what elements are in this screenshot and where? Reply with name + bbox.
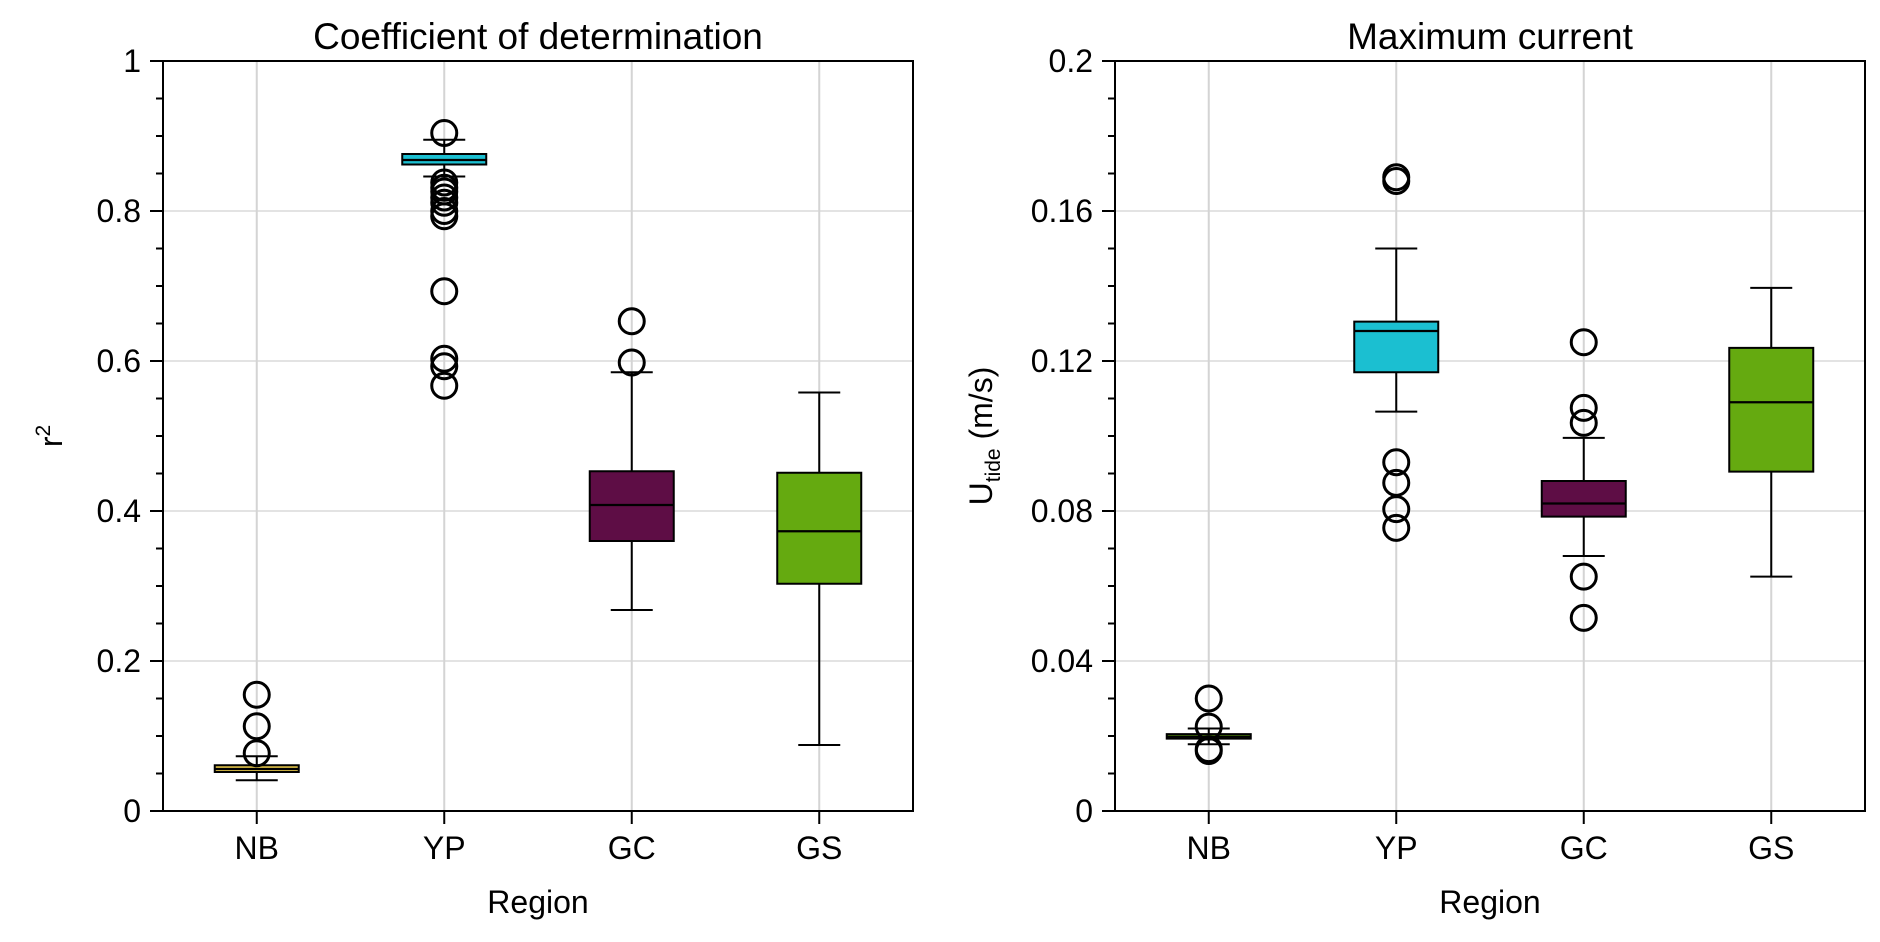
box-iqr bbox=[1540, 480, 1627, 518]
y-tick-label: 0.04 bbox=[1031, 643, 1093, 679]
x-tick-label-gs: GS bbox=[1748, 830, 1794, 866]
outlier-point bbox=[1382, 495, 1411, 524]
plot-frame bbox=[1114, 60, 1866, 812]
outlier-point bbox=[1382, 513, 1411, 542]
outlier-point bbox=[242, 739, 271, 768]
outlier-point bbox=[1194, 684, 1223, 713]
outlier-point bbox=[430, 119, 459, 147]
box-yp bbox=[1353, 163, 1440, 542]
outlier-point bbox=[430, 202, 459, 231]
y-axis-label-units: (m/s) bbox=[963, 367, 999, 449]
box-iqr bbox=[1728, 346, 1815, 473]
x-axis-label: Region bbox=[1439, 884, 1540, 920]
y-tick-label: 0.08 bbox=[1031, 493, 1093, 529]
outlier-point bbox=[1569, 328, 1598, 357]
box-nb bbox=[213, 680, 300, 782]
box-gs bbox=[1728, 286, 1815, 578]
x-tick-label-yp: YP bbox=[1375, 830, 1418, 866]
y-tick-label: 0.6 bbox=[97, 343, 141, 379]
box-gc bbox=[588, 307, 675, 611]
outlier-point bbox=[1194, 737, 1223, 765]
outlier-point bbox=[617, 348, 646, 377]
y-axis-label-main: U bbox=[963, 482, 999, 505]
y-tick-label: 0 bbox=[123, 793, 141, 829]
box-gs bbox=[776, 391, 863, 746]
outlier-point bbox=[242, 712, 271, 741]
outlier-point bbox=[1569, 393, 1598, 422]
max-current-boxplot-panel: 0 0.04 0.08 0.12 0.16 0.2 NB YP GC GS Maximum curr… bbox=[963, 16, 1866, 920]
y-tick-label: 0.4 bbox=[97, 493, 141, 529]
box-nb bbox=[1165, 684, 1252, 765]
y-tick-label: 0 bbox=[1075, 793, 1093, 829]
box-gc bbox=[1540, 328, 1627, 632]
outlier-point bbox=[430, 188, 459, 217]
y-axis-label-subscript: tide bbox=[982, 448, 1005, 482]
y-axis-label: Utide (m/s) bbox=[963, 367, 1005, 506]
x-tick-label-gs: GS bbox=[796, 830, 842, 866]
x-tick-label-nb: NB bbox=[1187, 830, 1231, 866]
r2-boxplot-panel: 0 0.2 0.4 0.6 0.8 1 NB YP GC GS Coefficient of det… bbox=[32, 16, 914, 920]
chart-title: Coefficient of determination bbox=[313, 16, 763, 57]
outlier-point bbox=[430, 352, 459, 381]
outlier-point bbox=[430, 344, 459, 373]
plot-frame bbox=[162, 60, 914, 812]
box-yp bbox=[401, 119, 488, 400]
box-iqr bbox=[588, 470, 675, 542]
outlier-point bbox=[430, 277, 459, 306]
outlier-point bbox=[242, 680, 271, 709]
x-tick-label-yp: YP bbox=[423, 830, 466, 866]
y-axis-label-main: r bbox=[33, 436, 69, 447]
y-tick-label: 0.2 bbox=[97, 643, 141, 679]
y-tick-label: 0.16 bbox=[1031, 193, 1093, 229]
x-tick-label-gc: GC bbox=[1560, 830, 1608, 866]
box-iqr bbox=[776, 471, 863, 585]
x-tick-label-gc: GC bbox=[608, 830, 656, 866]
x-axis-label: Region bbox=[487, 884, 588, 920]
y-axis-label: r2 bbox=[32, 425, 69, 447]
chart-title: Maximum current bbox=[1347, 16, 1633, 57]
outlier-point bbox=[430, 371, 459, 400]
outlier-point bbox=[1382, 167, 1411, 195]
y-tick-label: 0.8 bbox=[97, 193, 141, 229]
outlier-point bbox=[1569, 562, 1598, 591]
y-tick-label: 1 bbox=[123, 43, 141, 79]
x-tick-label-nb: NB bbox=[235, 830, 279, 866]
y-axis-label-superscript: 2 bbox=[32, 425, 55, 437]
outlier-point bbox=[617, 307, 646, 336]
outlier-point bbox=[1569, 408, 1598, 437]
y-tick-label: 0.12 bbox=[1031, 343, 1093, 379]
outlier-point bbox=[1382, 448, 1411, 477]
outlier-point bbox=[1569, 603, 1598, 632]
y-tick-label: 0.2 bbox=[1049, 43, 1093, 79]
box-iqr bbox=[1353, 320, 1440, 374]
